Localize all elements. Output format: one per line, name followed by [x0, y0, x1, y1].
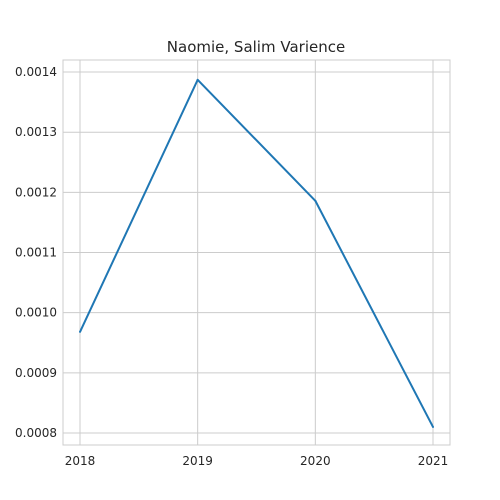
x-tick-label: 2019 [182, 454, 213, 468]
data-point [314, 199, 317, 202]
x-tick-label: 2021 [418, 454, 449, 468]
y-tick-label: 0.0012 [15, 185, 57, 199]
y-axis: 0.0008 0.0009 0.0010 0.0011 0.0012 0.0013 0.00… [15, 65, 57, 440]
grid [63, 60, 450, 445]
x-tick-label: 2020 [300, 454, 331, 468]
x-axis: 2018 2019 2020 2021 [65, 454, 449, 468]
series-group [79, 78, 434, 428]
x-tick-label: 2018 [65, 454, 96, 468]
data-point [432, 425, 434, 428]
y-tick-label: 0.0009 [15, 366, 57, 380]
plot-frame [62, 59, 451, 446]
data-point [196, 78, 199, 81]
y-tick-label: 0.0013 [15, 125, 57, 139]
y-tick-label: 0.0008 [15, 426, 57, 440]
y-tick-label: 0.0011 [15, 246, 57, 260]
chart-title: Naomie, Salim Varience [167, 38, 345, 56]
data-point [79, 330, 81, 333]
y-tick-label: 0.0010 [15, 306, 57, 320]
series-line [79, 78, 434, 428]
y-tick-label: 0.0014 [15, 65, 57, 79]
